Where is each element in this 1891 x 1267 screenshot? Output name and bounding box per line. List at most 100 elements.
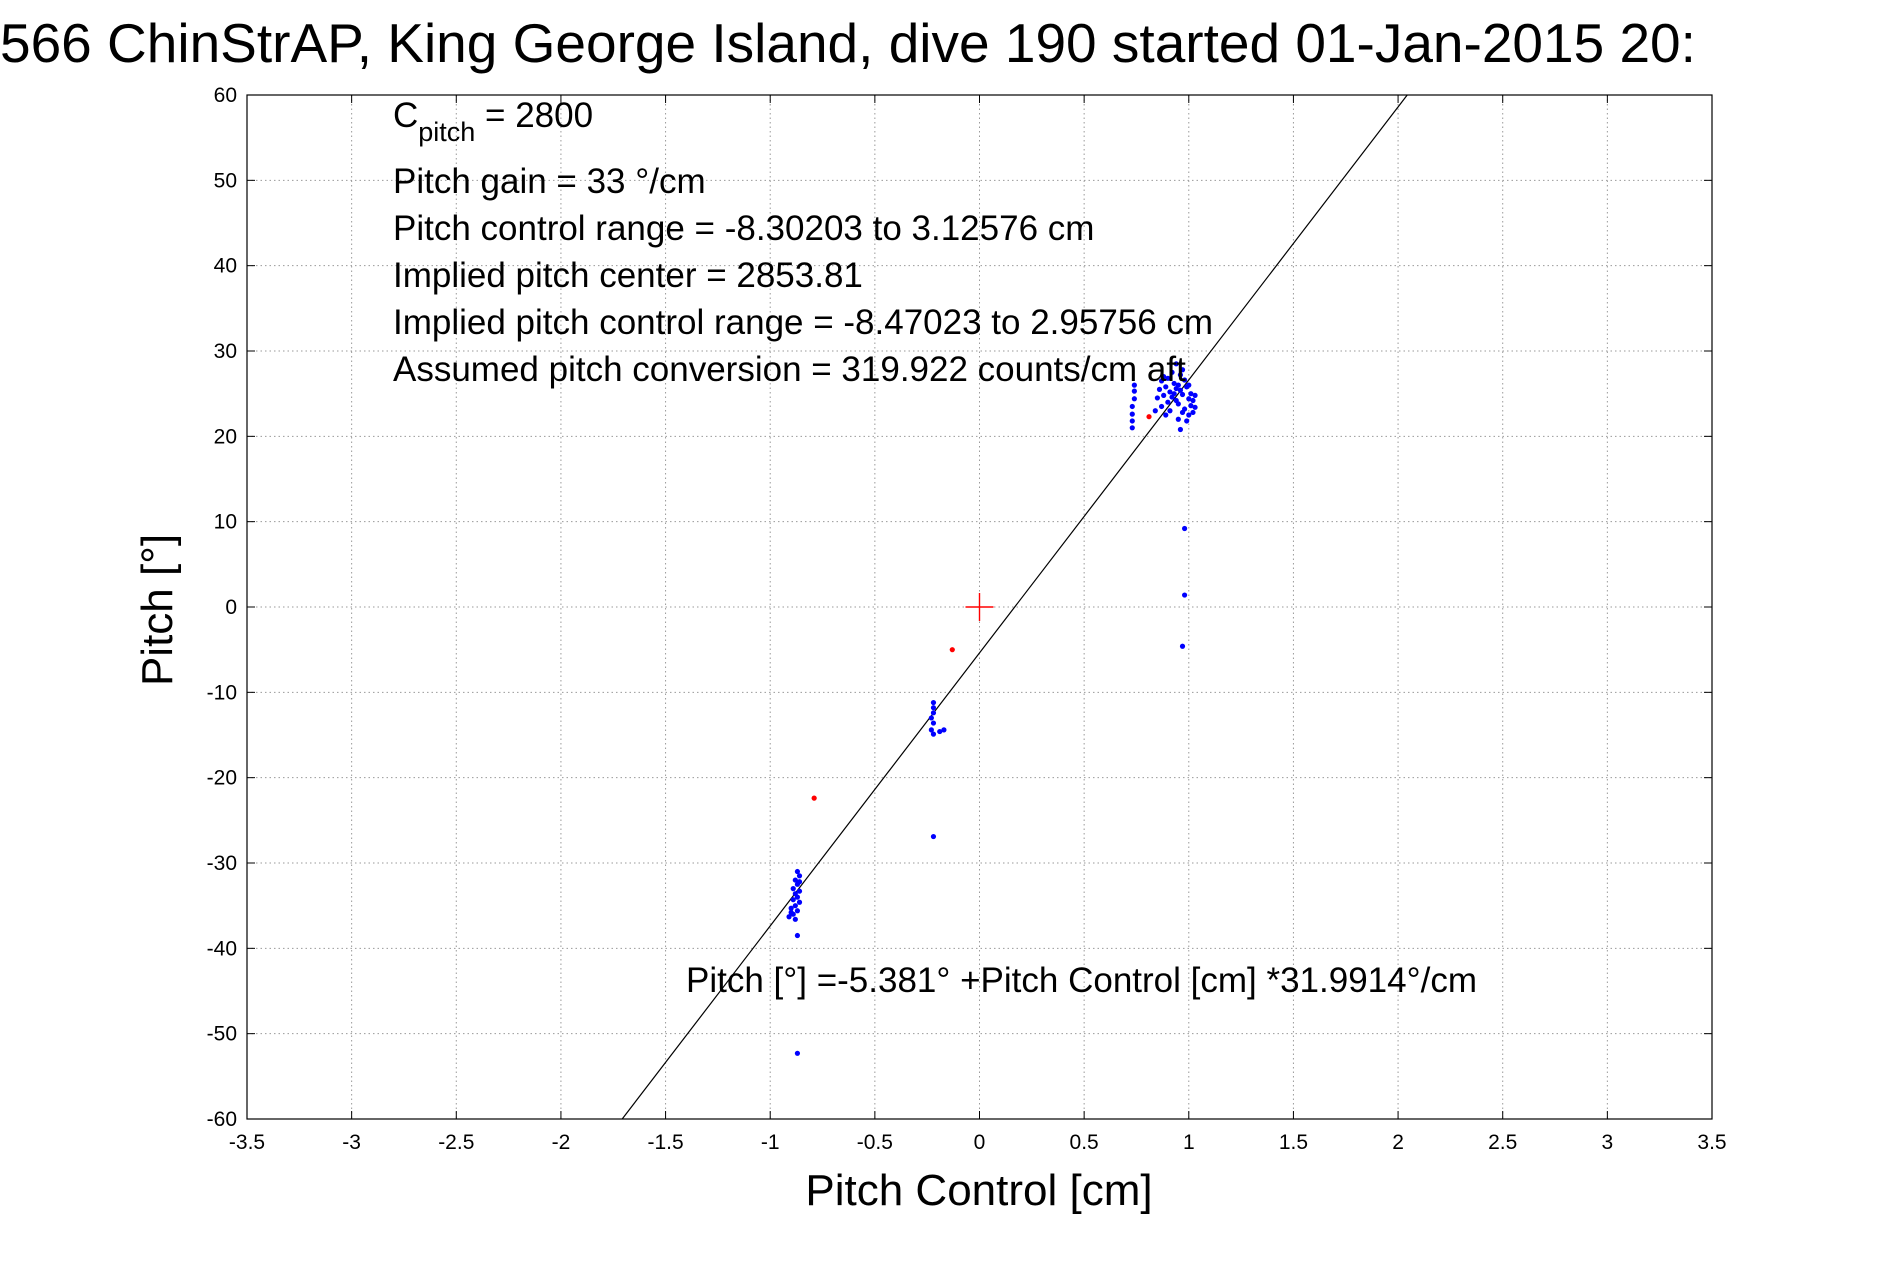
data-point: [1179, 391, 1186, 398]
data-point: [1167, 408, 1173, 414]
data-point: [1177, 372, 1184, 378]
data-point: [1161, 374, 1167, 380]
y-tick-label: -20: [207, 767, 237, 790]
data-point: [794, 908, 801, 914]
data-point: [1186, 412, 1192, 418]
data-point: [1163, 412, 1169, 418]
data-point: [1158, 378, 1165, 384]
data-point: [1146, 414, 1152, 420]
data-point: [790, 897, 796, 903]
data-point: [1184, 418, 1190, 424]
data-point: [1179, 643, 1186, 649]
y-tick-label: -40: [207, 937, 237, 960]
data-point: [1182, 592, 1188, 598]
data-point: [1188, 391, 1194, 397]
data-point: [1167, 389, 1173, 395]
data-point: [930, 710, 937, 716]
x-tick-label: -1.5: [647, 1131, 683, 1154]
data-point: [1182, 525, 1188, 532]
data-point: [930, 731, 937, 737]
y-tick-labels: 60 50 40 30 20 10 0 -10 -20 -30 -40 -50 -60: [207, 84, 237, 1131]
data-point: [1161, 392, 1167, 398]
x-tick-label: 2.5: [1488, 1131, 1517, 1154]
data-point: [1156, 386, 1163, 392]
data-point: [1129, 403, 1135, 410]
data-point: [792, 903, 798, 909]
data-point: [1179, 367, 1186, 373]
annotation-pitch-gain: Pitch gain = 33 °/cm: [393, 162, 706, 201]
x-tick-label: -0.5: [857, 1131, 893, 1154]
data-point: [1186, 382, 1192, 388]
data-point: [1129, 418, 1135, 424]
x-tick-label: -1: [761, 1131, 780, 1154]
data-point: [796, 873, 803, 879]
data-point: [1129, 425, 1135, 431]
data-point: [1165, 375, 1171, 381]
data-point: [794, 894, 801, 900]
x-tick-label: -3: [342, 1131, 361, 1154]
data-point: [930, 705, 937, 711]
fit-line: [621, 94, 1408, 1120]
data-point: [1190, 397, 1196, 404]
data-point: [1175, 416, 1181, 422]
x-tick-label: 1.5: [1279, 1131, 1308, 1154]
x-tick-label: 0.5: [1070, 1131, 1099, 1154]
data-point: [1131, 396, 1137, 402]
data-point: [796, 899, 803, 905]
data-point: [1192, 404, 1198, 410]
cpitch-subscript: pitch: [418, 117, 475, 147]
y-tick-label: 0: [225, 596, 237, 619]
data-point: [792, 916, 798, 922]
y-tick-label: 60: [214, 84, 237, 107]
data-point: [1129, 411, 1135, 417]
x-tick-labels: -3.5 -3 -2.5 -2 -1.5 -1 -0.5 0 0.5 1 1.5 2 2.5 3 3.5: [229, 1131, 1727, 1154]
y-tick-label: -30: [207, 852, 237, 875]
y-tick-label: 30: [214, 340, 237, 363]
data-point: [1131, 382, 1137, 388]
data-point: [930, 833, 937, 840]
y-tick-label: -10: [207, 681, 237, 704]
data-point: [930, 699, 937, 706]
data-point: [1171, 380, 1177, 387]
data-point: [1171, 391, 1177, 397]
annotation-conversion: Assumed pitch conversion = 319.922 count…: [393, 350, 1186, 389]
y-tick-label: -50: [207, 1023, 237, 1046]
data-point: [1152, 408, 1158, 414]
x-tick-label: 2: [1392, 1131, 1404, 1154]
data-point: [1182, 406, 1188, 412]
data-point: [811, 795, 817, 801]
data-point: [1154, 395, 1160, 401]
data-point: [790, 886, 796, 892]
x-tick-label: 1: [1183, 1131, 1195, 1154]
data-point: [794, 1050, 801, 1056]
data-point: [1188, 403, 1194, 409]
data-point: [1163, 384, 1169, 390]
fit-line-group: [621, 94, 1408, 1120]
x-tick-label: -2: [552, 1131, 571, 1154]
data-point: [1158, 403, 1165, 410]
data-point: [1173, 361, 1179, 367]
data-point: [794, 932, 801, 939]
annotation-implied-range: Implied pitch control range = -8.47023 t…: [393, 303, 1213, 342]
x-tick-label: -3.5: [229, 1131, 265, 1154]
data-point: [788, 905, 794, 911]
y-tick-label: -60: [207, 1108, 237, 1131]
data-point: [928, 715, 934, 721]
cpitch-main: C: [393, 96, 418, 135]
data-point: [796, 879, 803, 885]
data-point: [792, 877, 798, 883]
y-tick-label: 20: [214, 425, 237, 448]
data-point: [1169, 369, 1175, 375]
data-point: [1190, 409, 1196, 416]
y-tick-label: 50: [214, 169, 237, 192]
data-point: [1173, 385, 1179, 392]
data-point: [928, 727, 934, 733]
data-point: [937, 728, 943, 735]
data-point: [1175, 401, 1181, 407]
data-point: [1177, 387, 1184, 393]
y-tick-label: 40: [214, 255, 237, 278]
data-point: [796, 888, 803, 894]
x-tick-label: 3: [1602, 1131, 1614, 1154]
data-point: [1131, 388, 1137, 394]
